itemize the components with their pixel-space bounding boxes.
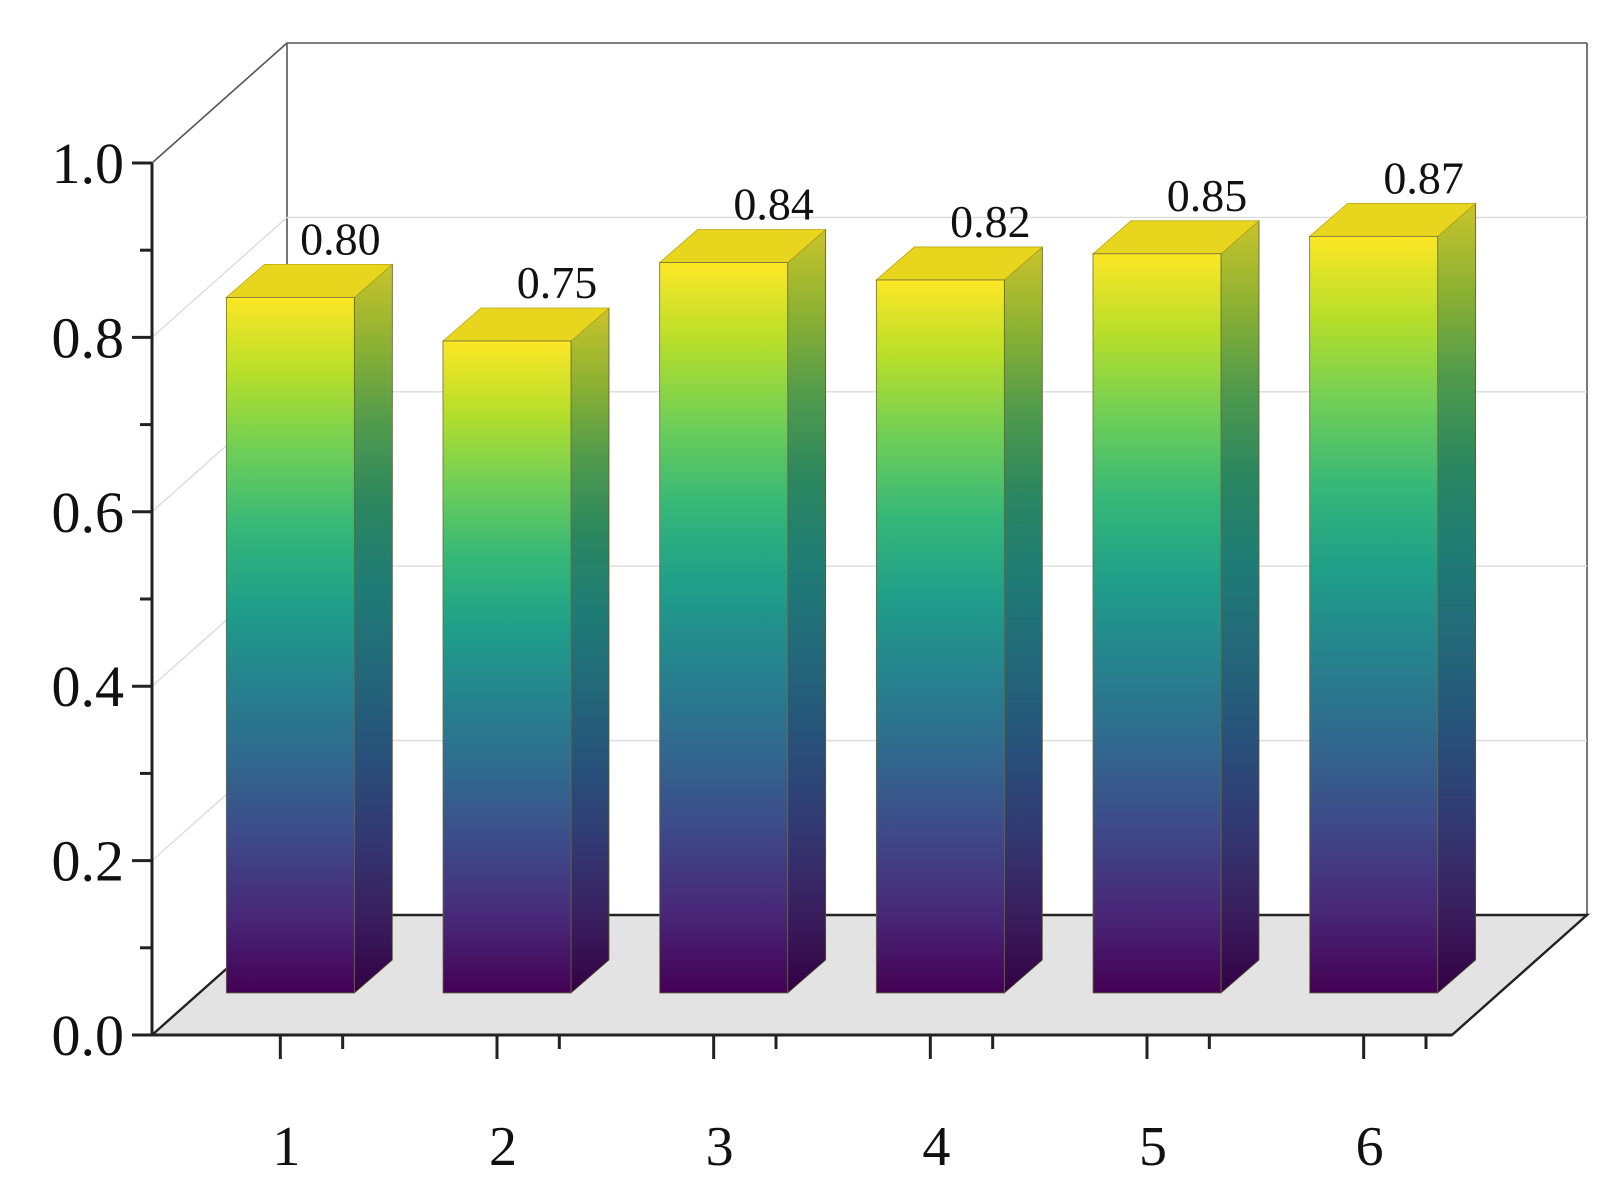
y-tick-label: 0.2 [52,829,125,894]
y-tick-label: 0.8 [52,305,125,370]
x-tick-label: 5 [1139,1116,1167,1178]
gridline-side [151,216,288,338]
y-tick-label: 0.4 [52,654,125,719]
bar [659,262,789,994]
x-tick-label: 2 [489,1116,517,1178]
data-label: 0.84 [733,179,814,230]
data-label: 0.80 [300,213,381,264]
x-tick-label: 4 [922,1116,950,1178]
data-label: 0.87 [1383,152,1464,203]
bar-side [787,228,827,994]
x-tick-label: 6 [1356,1116,1384,1178]
bar-side [1437,202,1477,994]
bars-layer [225,202,1477,994]
bar-side [353,263,393,994]
label-layer: 0.80 1 0.75 2 0.84 3 0.82 4 0.85 5 0.87 6 0.0 0.2 0.4 0… [52,131,1464,1178]
bar-side [1220,219,1260,994]
axis-layer [132,161,1452,1059]
bar-side [1003,246,1043,994]
y-tick-label: 1.0 [52,131,125,196]
x-tick-label: 3 [706,1116,734,1178]
bar [875,279,1005,994]
bar [1309,235,1439,994]
data-label: 0.75 [517,257,598,308]
y-tick-label: 0.6 [52,480,125,545]
y-tick-label: 0.0 [52,1003,125,1068]
bar [1092,253,1222,994]
bar-side [570,307,610,994]
data-label: 0.82 [950,196,1031,247]
side-top-edge [151,42,288,164]
bar [442,340,572,994]
data-label: 0.85 [1167,170,1248,221]
x-tick-label: 1 [272,1116,300,1178]
bar [225,296,355,994]
